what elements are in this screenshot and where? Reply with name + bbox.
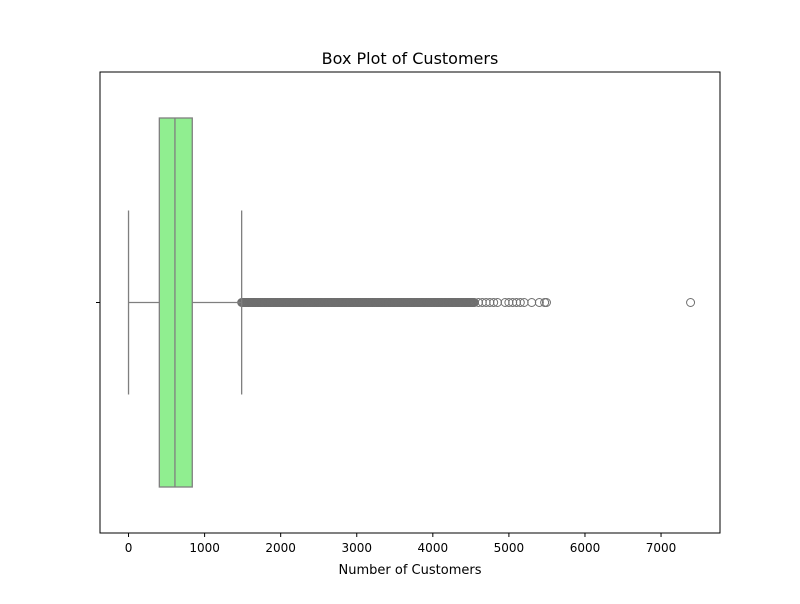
outlier-point <box>534 298 544 307</box>
x-tick-label: 5000 <box>494 541 525 555</box>
outlier-point <box>686 298 696 307</box>
box-layer <box>127 117 243 488</box>
x-tick-label: 7000 <box>646 541 677 555</box>
box-iqr <box>158 117 193 488</box>
x-tick-label: 3000 <box>341 541 372 555</box>
outlier-point <box>527 298 537 307</box>
chart-title: Box Plot of Customers <box>322 49 499 68</box>
x-axis-label: Number of Customers <box>339 563 482 578</box>
outliers-layer <box>237 298 696 307</box>
x-tick-label: 1000 <box>189 541 220 555</box>
x-axis: 0 1000 2000 3000 4000 5000 6000 7000 <box>96 302 677 555</box>
outlier-point <box>541 298 551 307</box>
x-tick-label: 0 <box>125 541 133 555</box>
outlier-point <box>515 298 525 307</box>
outlier-point <box>489 298 499 307</box>
x-tick-label: 2000 <box>265 541 296 555</box>
x-tick-label: 6000 <box>570 541 601 555</box>
x-tick-label: 4000 <box>418 541 449 555</box>
outlier-point <box>540 298 550 307</box>
